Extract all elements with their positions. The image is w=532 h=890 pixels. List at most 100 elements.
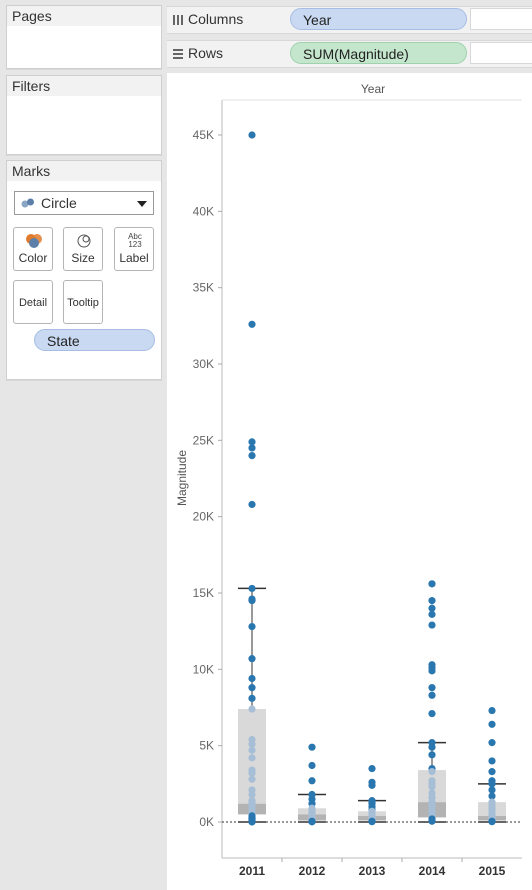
data-point <box>248 775 256 783</box>
y-tick-label: 10K <box>193 662 214 676</box>
data-point <box>488 757 496 765</box>
y-tick-label: 0K <box>199 815 214 829</box>
tooltip-button[interactable]: Tooltip <box>63 280 103 324</box>
color-icon <box>26 234 42 248</box>
y-tick-label: 15K <box>193 586 214 600</box>
data-point <box>248 684 256 692</box>
data-point <box>308 777 316 785</box>
rows-icon <box>173 49 183 59</box>
label-button[interactable]: Abc 123 Label <box>114 227 154 271</box>
tooltip-button-label: Tooltip <box>67 297 99 309</box>
column-header: Year <box>361 82 385 96</box>
data-point <box>248 438 256 446</box>
data-point <box>308 743 316 751</box>
data-point <box>248 790 256 799</box>
data-point <box>248 705 256 713</box>
data-point <box>428 597 436 605</box>
y-tick-label: 30K <box>193 357 214 371</box>
rows-shelf[interactable]: Rows SUM(Magnitude) <box>167 40 532 68</box>
size-icon <box>77 234 91 248</box>
data-point <box>248 746 256 754</box>
svg-text:Abc: Abc <box>128 232 142 241</box>
data-point <box>248 818 256 826</box>
year-column-pill[interactable]: Year <box>290 8 467 30</box>
data-point <box>248 444 256 452</box>
columns-shelf[interactable]: Columns Year <box>167 6 532 34</box>
mark-type-label: Circle <box>41 195 77 211</box>
data-point <box>428 684 436 692</box>
data-point <box>248 754 256 762</box>
data-point <box>488 780 496 788</box>
size-button-label: Size <box>71 251 95 265</box>
x-category-label: 2011 <box>239 864 265 878</box>
data-point <box>248 584 256 593</box>
data-point <box>428 580 436 588</box>
rows-shelf-label: Rows <box>188 45 224 61</box>
chart-area: 0K 5K 10K 15K 20K 25K 30K 35K 40K 45K 2011 2012 2013… <box>167 73 532 890</box>
x-category-label: 2012 <box>299 864 326 878</box>
data-point <box>488 706 496 715</box>
y-tick-label: 35K <box>193 281 214 295</box>
label-button-label: Label <box>119 251 149 265</box>
data-point <box>428 691 436 699</box>
data-point <box>248 452 256 460</box>
label-icon: Abc 123 <box>128 232 142 249</box>
data-point <box>488 818 496 826</box>
data-point <box>368 764 376 773</box>
x-category-label: 2015 <box>479 864 506 878</box>
data-point <box>248 694 256 702</box>
data-point <box>428 621 436 629</box>
data-point <box>428 751 436 759</box>
x-category-label: 2014 <box>419 864 446 878</box>
circle-mark-icon <box>21 198 34 208</box>
data-point <box>428 604 436 612</box>
data-point <box>368 818 376 826</box>
data-point <box>488 739 496 747</box>
data-point <box>248 597 256 605</box>
y-tick-label: 40K <box>193 204 214 218</box>
y-tick-label: 25K <box>193 433 214 447</box>
data-point <box>488 792 496 800</box>
y-tick-label: 5K <box>199 739 214 753</box>
data-point <box>248 622 256 631</box>
columns-drop-area[interactable] <box>470 8 532 30</box>
marks-card: Marks Circle Color Size Abc 123 Label De… <box>6 160 162 380</box>
data-point <box>428 710 436 718</box>
data-point <box>248 769 256 777</box>
size-button[interactable]: Size <box>63 227 103 271</box>
strip-chart: 0K 5K 10K 15K 20K 25K 30K 35K 40K 45K 2011 2012 2013… <box>175 82 522 878</box>
magnitude-row-pill[interactable]: SUM(Magnitude) <box>290 42 467 64</box>
data-point <box>248 740 256 748</box>
data-point <box>248 500 256 509</box>
data-point <box>248 674 256 683</box>
svg-text:123: 123 <box>128 240 142 249</box>
rows-drop-area[interactable] <box>470 42 532 64</box>
data-point <box>428 768 436 776</box>
data-point <box>488 786 496 794</box>
marks-card-title: Marks <box>7 161 161 181</box>
data-point <box>488 720 496 728</box>
detail-button-label: Detail <box>18 297 48 309</box>
mark-type-dropdown[interactable]: Circle <box>14 191 154 215</box>
y-axis-title: Magnitude <box>175 450 189 506</box>
data-point <box>248 131 256 139</box>
columns-shelf-label: Columns <box>188 11 244 27</box>
color-button[interactable]: Color <box>13 227 53 271</box>
data-point <box>428 743 436 751</box>
dropdown-arrow-icon <box>137 201 147 207</box>
data-point <box>248 320 256 328</box>
pages-card[interactable]: Pages <box>6 5 162 69</box>
filters-card[interactable]: Filters <box>6 75 162 155</box>
y-tick-label: 20K <box>193 510 214 524</box>
state-field-pill[interactable]: State <box>34 329 155 351</box>
data-point <box>248 655 256 663</box>
y-tick-label: 45K <box>193 128 214 142</box>
x-category-label: 2013 <box>359 864 386 878</box>
detail-button[interactable]: Detail <box>13 280 53 324</box>
data-point <box>428 783 436 791</box>
data-point <box>428 667 436 675</box>
data-point <box>308 761 316 770</box>
filters-card-title: Filters <box>7 76 161 96</box>
color-button-label: Color <box>18 251 48 265</box>
data-point <box>428 817 436 825</box>
